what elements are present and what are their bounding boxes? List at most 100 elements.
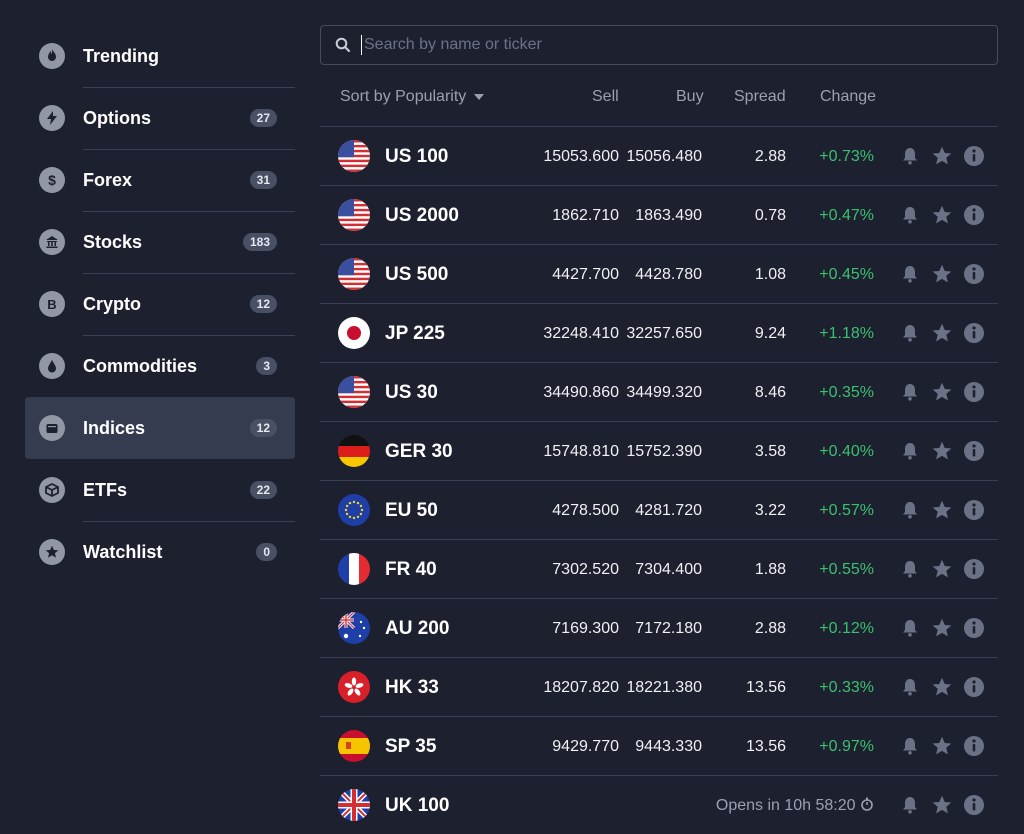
- sidebar-item-label: Options: [83, 107, 151, 128]
- star-icon[interactable]: [931, 145, 953, 167]
- bell-icon[interactable]: [899, 263, 921, 285]
- divider: [83, 273, 295, 274]
- table-row[interactable]: SP 35 9429.770 9443.330 13.56 +0.97%: [320, 716, 998, 775]
- sidebar-item-label: ETFs: [83, 479, 128, 500]
- sidebar-item-crypto[interactable]: B Crypto 12: [25, 273, 295, 336]
- info-icon[interactable]: [963, 263, 985, 285]
- table-header: Sort by Popularity Sell Buy Spread Chang…: [320, 88, 1000, 110]
- sell-price[interactable]: 4278.500: [552, 502, 619, 519]
- sell-price[interactable]: 7302.520: [552, 561, 619, 578]
- buy-price[interactable]: 15056.480: [626, 148, 702, 165]
- info-icon[interactable]: [963, 381, 985, 403]
- star-icon[interactable]: [931, 499, 953, 521]
- eu-flag-icon: [338, 494, 370, 526]
- bell-icon[interactable]: [899, 735, 921, 757]
- info-icon[interactable]: [963, 676, 985, 698]
- table-row[interactable]: UK 100 Opens in 10h 58:20: [320, 775, 998, 834]
- buy-price[interactable]: 9443.330: [635, 738, 702, 755]
- sell-price[interactable]: 9429.770: [552, 738, 619, 755]
- sidebar-item-commodities[interactable]: Commodities 3: [25, 335, 295, 397]
- star-icon[interactable]: [931, 381, 953, 403]
- bell-icon[interactable]: [899, 381, 921, 403]
- count-badge: 3: [256, 357, 277, 375]
- buy-price[interactable]: 4281.720: [635, 502, 702, 519]
- bell-icon[interactable]: [899, 794, 921, 816]
- table-row[interactable]: US 100 15053.600 15056.480 2.88 +0.73%: [320, 126, 998, 185]
- info-icon[interactable]: [963, 617, 985, 639]
- star-icon[interactable]: [931, 322, 953, 344]
- sidebar-item-label: Forex: [83, 169, 133, 190]
- info-icon[interactable]: [963, 204, 985, 226]
- sidebar-item-forex[interactable]: $ Forex 31: [25, 149, 295, 212]
- info-icon[interactable]: [963, 735, 985, 757]
- star-icon[interactable]: [931, 676, 953, 698]
- star-icon[interactable]: [931, 794, 953, 816]
- sell-price[interactable]: 15053.600: [543, 148, 619, 165]
- buy-price[interactable]: 1863.490: [635, 207, 702, 224]
- search-box[interactable]: [320, 25, 998, 65]
- bell-icon[interactable]: [899, 145, 921, 167]
- instrument-name: US 2000: [385, 205, 459, 226]
- de-flag-icon: [338, 435, 370, 467]
- buy-price[interactable]: 4428.780: [635, 266, 702, 283]
- info-icon[interactable]: [963, 794, 985, 816]
- instrument-name: US 100: [385, 146, 449, 167]
- search-input[interactable]: [361, 35, 966, 55]
- spread-value: 13.56: [745, 738, 786, 755]
- info-icon[interactable]: [963, 499, 985, 521]
- au-flag-icon: [338, 612, 370, 644]
- info-icon[interactable]: [963, 440, 985, 462]
- info-icon[interactable]: [963, 558, 985, 580]
- count-badge: 12: [249, 295, 277, 313]
- sell-price[interactable]: 15748.810: [543, 443, 619, 460]
- sort-dropdown[interactable]: Sort by Popularity: [340, 88, 484, 106]
- buy-price[interactable]: 7172.180: [635, 620, 702, 637]
- count-badge: 12: [249, 419, 277, 437]
- table-row[interactable]: FR 40 7302.520 7304.400 1.88 +0.55%: [320, 539, 998, 598]
- star-icon[interactable]: [931, 263, 953, 285]
- info-icon[interactable]: [963, 322, 985, 344]
- info-icon[interactable]: [963, 145, 985, 167]
- buy-price[interactable]: 18221.380: [626, 679, 702, 696]
- bell-icon[interactable]: [899, 617, 921, 639]
- sell-price[interactable]: 7169.300: [552, 620, 619, 637]
- star-icon[interactable]: [931, 558, 953, 580]
- table-row[interactable]: AU 200 7169.300 7172.180 2.88 +0.12%: [320, 598, 998, 657]
- sidebar-item-watchlist[interactable]: Watchlist 0: [25, 521, 295, 583]
- bell-icon[interactable]: [899, 322, 921, 344]
- bell-icon[interactable]: [899, 499, 921, 521]
- buy-price[interactable]: 32257.650: [626, 325, 702, 342]
- table-row[interactable]: HK 33 18207.820 18221.380 13.56 +0.33%: [320, 657, 998, 716]
- sell-price[interactable]: 4427.700: [552, 266, 619, 283]
- bell-icon[interactable]: [899, 558, 921, 580]
- table-row[interactable]: GER 30 15748.810 15752.390 3.58 +0.40%: [320, 421, 998, 480]
- bell-icon[interactable]: [899, 440, 921, 462]
- buy-price[interactable]: 15752.390: [626, 443, 702, 460]
- sidebar-item-indices[interactable]: Indices 12: [25, 397, 295, 459]
- table-row[interactable]: JP 225 32248.410 32257.650 9.24 +1.18%: [320, 303, 998, 362]
- sidebar-item-etfs[interactable]: ETFs 22: [25, 459, 295, 522]
- table-row[interactable]: US 2000 1862.710 1863.490 0.78 +0.47%: [320, 185, 998, 244]
- table-row[interactable]: US 30 34490.860 34499.320 8.46 +0.35%: [320, 362, 998, 421]
- star-icon[interactable]: [931, 204, 953, 226]
- bell-icon[interactable]: [899, 204, 921, 226]
- table-row[interactable]: EU 50 4278.500 4281.720 3.22 +0.57%: [320, 480, 998, 539]
- sidebar-item-stocks[interactable]: Stocks 183: [25, 211, 295, 274]
- buy-price[interactable]: 34499.320: [626, 384, 702, 401]
- col-buy: Buy: [676, 88, 704, 105]
- cube-icon: [39, 477, 65, 503]
- buy-price[interactable]: 7304.400: [635, 561, 702, 578]
- bell-icon[interactable]: [899, 676, 921, 698]
- sell-price[interactable]: 1862.710: [552, 207, 619, 224]
- table-row[interactable]: US 500 4427.700 4428.780 1.08 +0.45%: [320, 244, 998, 303]
- sell-price[interactable]: 32248.410: [543, 325, 619, 342]
- sidebar-item-trending[interactable]: Trending: [25, 25, 295, 88]
- sell-price[interactable]: 34490.860: [543, 384, 619, 401]
- sidebar-item-options[interactable]: Options 27: [25, 87, 295, 150]
- star-icon[interactable]: [931, 617, 953, 639]
- count-badge: 22: [249, 481, 277, 499]
- star-icon[interactable]: [931, 735, 953, 757]
- divider: [83, 211, 295, 212]
- star-icon[interactable]: [931, 440, 953, 462]
- sell-price[interactable]: 18207.820: [543, 679, 619, 696]
